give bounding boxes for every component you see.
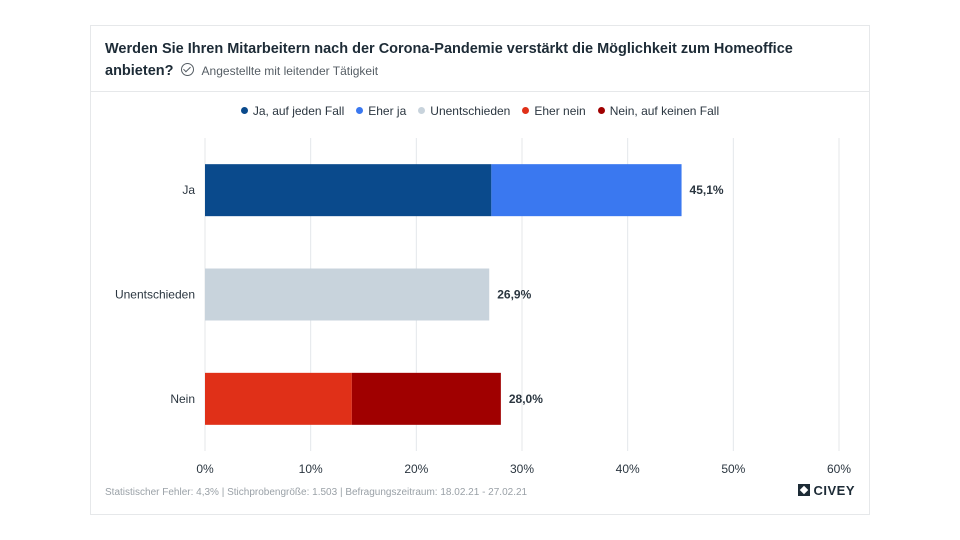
civey-logo-icon — [798, 484, 811, 496]
x-tick-label: 30% — [510, 462, 534, 476]
bar-segment — [205, 164, 492, 217]
legend-item-1: Eher ja — [356, 104, 406, 118]
chart-subtitle: Angestellte mit leitender Tätigkeit — [201, 64, 379, 78]
check-circle-icon — [180, 63, 194, 76]
legend-dot-icon — [597, 107, 605, 114]
chart-title-block: Werden Sie Ihren Mitarbeitern nach der C… — [105, 38, 845, 82]
legend-item-3: Eher nein — [522, 104, 586, 118]
x-tick-label: 60% — [827, 462, 851, 476]
legend-label: Eher ja — [368, 104, 407, 118]
bar-segment — [205, 372, 352, 425]
legend-dot-icon — [240, 107, 248, 114]
bar-segment — [491, 164, 682, 217]
legend-dot-icon — [522, 107, 530, 114]
x-tick-label: 10% — [299, 462, 323, 476]
bar-chart: 0% 10% 20% 30% 40% 50% 60% Ja 45,1% Unentschieden… — [115, 138, 851, 476]
legend-label: Eher nein — [534, 104, 586, 118]
x-tick-label: 50% — [721, 462, 745, 476]
x-tick-label: 20% — [404, 462, 428, 476]
data-label: 28,0% — [509, 392, 543, 406]
x-tick-label: 40% — [616, 462, 640, 476]
footer-note: Statistischer Fehler: 4,3% | Stichproben… — [105, 487, 528, 498]
civey-logo: CIVEY — [798, 483, 855, 498]
legend-label: Unentschieden — [430, 104, 511, 118]
legend: Ja, auf jeden Fall Eher ja Unentschieden Eh… — [91, 104, 869, 118]
legend-label: Nein, auf keinen Fall — [609, 104, 720, 118]
legend-label: Ja, auf jeden Fall — [252, 104, 345, 118]
legend-dot-icon — [356, 107, 364, 114]
legend-item-0: Ja, auf jeden Fall — [240, 104, 345, 118]
header-divider — [91, 91, 869, 92]
legend-item-4: Nein, auf keinen Fall — [597, 104, 720, 118]
brand-name: CIVEY — [813, 483, 855, 498]
bar-segment — [205, 268, 490, 321]
data-label: 26,9% — [497, 288, 531, 302]
legend-dot-icon — [418, 107, 426, 114]
chart-title: Werden Sie Ihren Mitarbeitern nach der C… — [105, 41, 793, 79]
data-label: 45,1% — [690, 183, 724, 197]
category-label: Unentschieden — [115, 288, 195, 302]
legend-item-2: Unentschieden — [418, 104, 510, 118]
category-label: Nein — [170, 392, 195, 406]
chart-card: Werden Sie Ihren Mitarbeitern nach der C… — [90, 25, 870, 515]
bar-segment — [351, 372, 501, 425]
x-tick-label: 0% — [196, 462, 214, 476]
category-label: Ja — [182, 183, 195, 197]
